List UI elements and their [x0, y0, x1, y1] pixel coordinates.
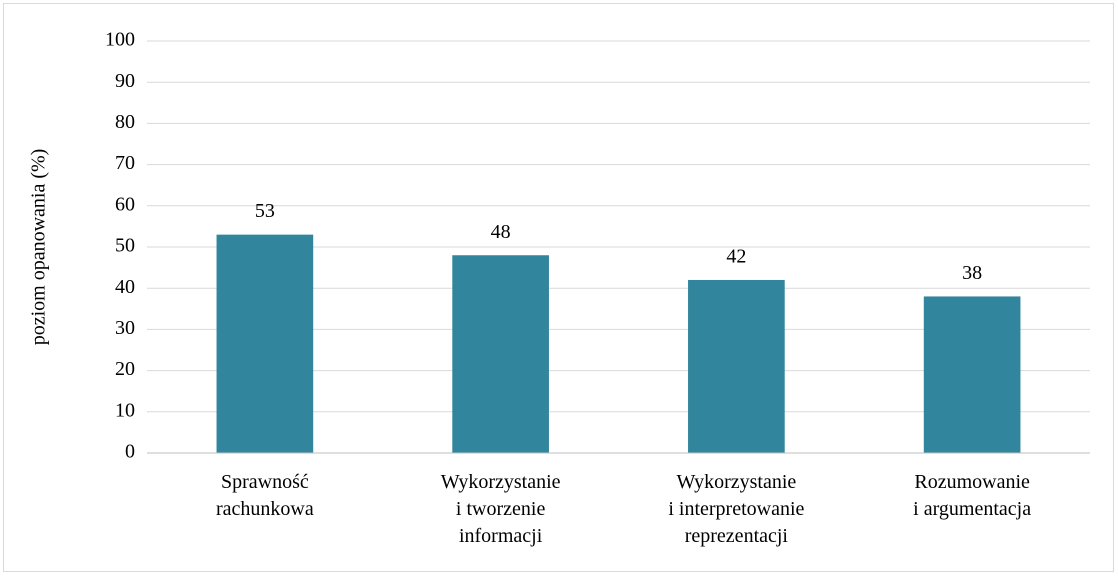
x-tick-label: Wykorzystanie i tworzenie informacji: [441, 471, 561, 547]
y-tick-label: 10: [115, 399, 135, 421]
y-tick-label: 40: [115, 276, 135, 298]
y-tick-label: 0: [125, 441, 135, 463]
data-label: 48: [491, 221, 511, 243]
x-tick-label-line: rachunkowa: [216, 498, 314, 520]
y-tick-label: 60: [115, 193, 135, 215]
x-tick-label: Rozumowanie i argumentacja: [913, 471, 1031, 520]
x-tick-label-line: informacji: [459, 525, 543, 547]
x-tick-label-line: i interpretowanie: [668, 498, 804, 520]
data-label: 53: [255, 200, 275, 222]
bar: [688, 279, 785, 453]
y-tick-label: 80: [115, 111, 135, 133]
x-tick-label-line: i tworzenie: [456, 498, 546, 520]
bar: [216, 234, 314, 453]
x-tick-label-line: Wykorzystanie: [441, 471, 561, 493]
x-tick-label-line: i argumentacja: [913, 498, 1031, 520]
y-tick-label: 30: [115, 317, 135, 339]
x-tick-label-line: Sprawność: [221, 471, 309, 493]
data-label: 42: [726, 246, 746, 268]
y-tick-label: 50: [115, 235, 135, 257]
y-tick-label: 100: [105, 29, 135, 51]
bar: [923, 296, 1021, 453]
x-tick-label-line: reprezentacji: [685, 525, 789, 547]
y-tick-label: 70: [115, 152, 135, 174]
x-tick-label-line: Rozumowanie: [914, 471, 1030, 493]
y-tick-label: 20: [115, 358, 135, 380]
x-tick-label-line: Wykorzystanie: [676, 471, 796, 493]
chart-border: [3, 3, 1114, 572]
y-tick-label: 90: [115, 70, 135, 92]
bar: [452, 255, 549, 453]
y-axis-label: poziom opanowania (%): [28, 149, 50, 346]
x-tick-label: Wykorzystanie i interpretowanie reprezenta…: [668, 471, 804, 547]
data-label: 38: [962, 262, 982, 284]
x-tick-label: Sprawność rachunkowa: [216, 471, 314, 520]
